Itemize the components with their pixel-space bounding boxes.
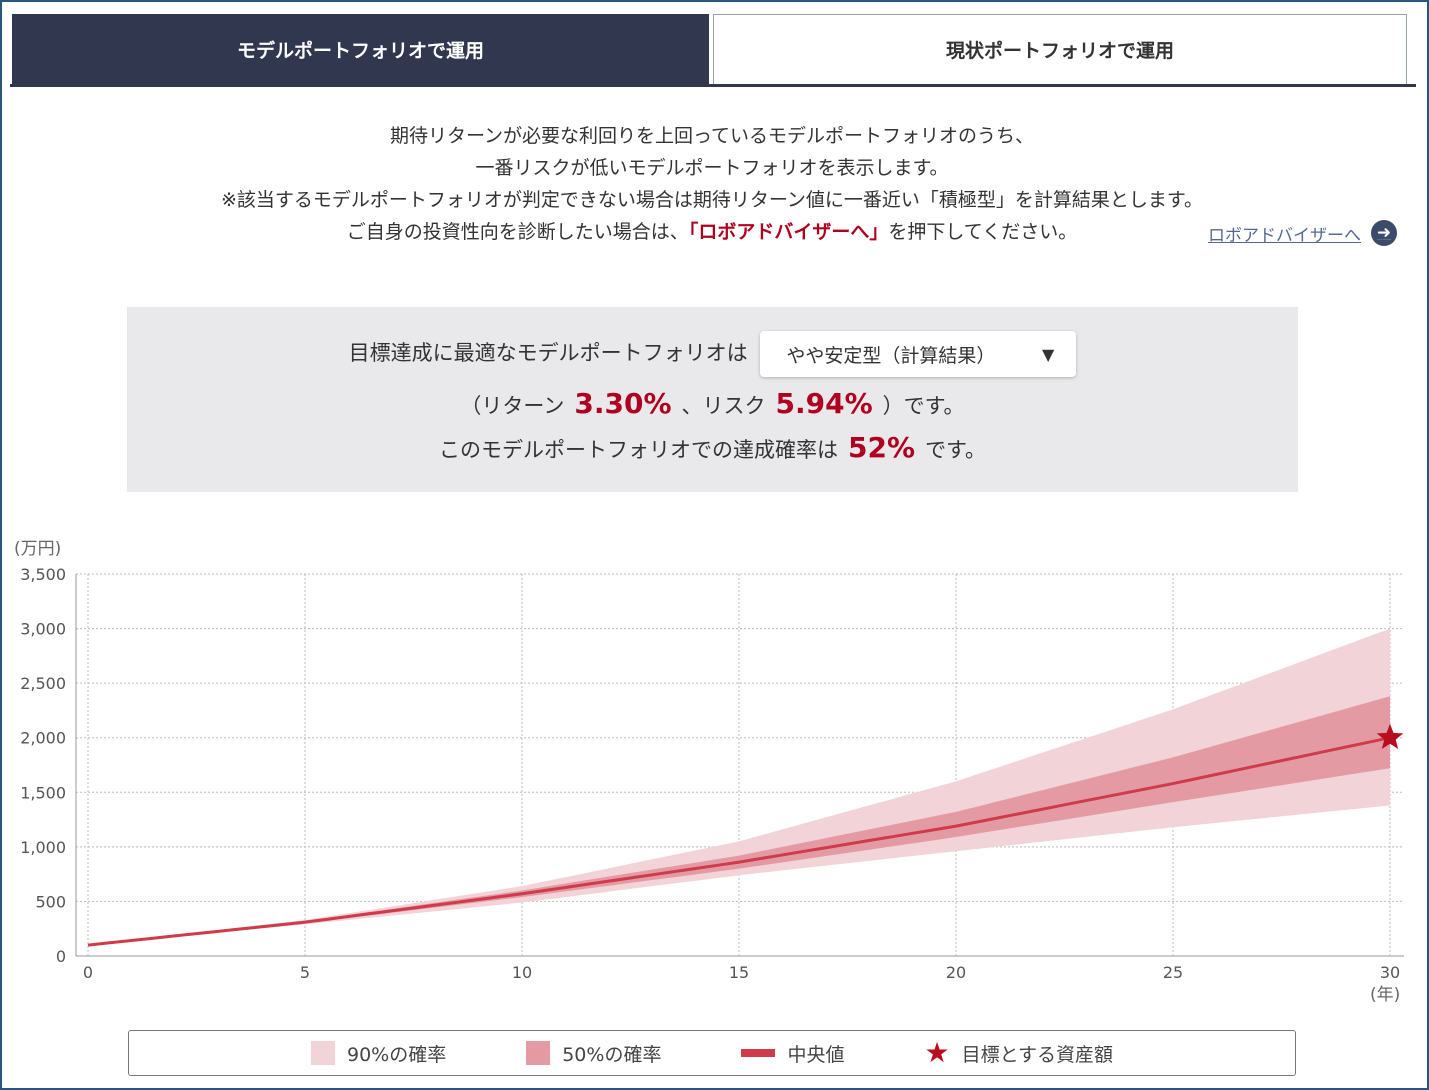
robo-advisor-mention: 「ロボアドバイザーへ」 (688, 221, 889, 243)
result-probability-line: このモデルポートフォリオでの達成確率は 52% です。 (127, 431, 1298, 464)
legend-item-median: 中央値 (741, 1040, 844, 1067)
y-tick-label: 3,500 (20, 565, 66, 584)
x-axis-unit: (年) (1370, 985, 1400, 1005)
description: 期待リターンが必要な利回りを上回っているモデルポートフォリオのうち、 一番リスク… (62, 120, 1362, 248)
x-tick-label: 30 (1380, 963, 1400, 982)
legend-label-target: 目標とする資産額 (961, 1043, 1114, 1066)
triangle-down-icon: ▼ (1042, 344, 1055, 364)
y-tick-label: 0 (56, 947, 66, 966)
legend-label-50: 50%の確率 (562, 1043, 662, 1066)
result-summary: 目標達成に最適なモデルポートフォリオは やや安定型（計算結果） ▼ （リターン 3… (127, 307, 1298, 492)
description-line4-post: を押下してください。 (888, 221, 1078, 243)
y-tick-label: 3,000 (20, 620, 66, 639)
description-line2: 一番リスクが低いモデルポートフォリオを表示します。 (475, 157, 949, 179)
legend-item-50: 50%の確率 (526, 1040, 661, 1067)
y-axis-unit: (万円) (14, 539, 61, 559)
description-line1: 期待リターンが必要な利回りを上回っているモデルポートフォリオのうち、 (389, 125, 1035, 147)
legend-swatch-90 (310, 1041, 335, 1065)
description-line4: ご自身の投資性向を診断したい場合は、「ロボアドバイザーへ」を押下してください。 (62, 216, 1362, 248)
target-star-marker (1376, 723, 1404, 749)
tab-underline (10, 84, 1416, 87)
result-return-risk-line: （リターン 3.30% 、リスク 5.94% ）です。 (127, 387, 1298, 420)
y-tick-label: 2,500 (20, 674, 66, 693)
x-tick-label: 15 (729, 963, 749, 982)
return-value: 3.30% (574, 387, 672, 420)
return-label: （リターン (460, 394, 565, 418)
legend-swatch-median (741, 1049, 776, 1057)
risk-label: 、リスク (681, 394, 766, 418)
description-line4-pre: ご自身の投資性向を診断したい場合は、 (346, 221, 689, 243)
x-tick-label: 0 (83, 963, 93, 982)
x-tick-label: 25 (1163, 963, 1183, 982)
robo-advisor-link-label[interactable]: ロボアドバイザーへ (1208, 225, 1361, 246)
legend-label-90: 90%の確率 (346, 1043, 447, 1066)
portfolio-select[interactable]: やや安定型（計算結果） ▼ (760, 331, 1077, 377)
result-label: 目標達成に最適なモデルポートフォリオは (348, 341, 748, 365)
arrow-right-circle-icon[interactable]: ➜ (1371, 220, 1397, 246)
probability-value: 52% (848, 431, 916, 464)
chart-legend: 90%の確率 50%の確率 中央値 ★ 目標とする資産額 (128, 1030, 1296, 1076)
legend-swatch-50 (526, 1041, 551, 1065)
robo-advisor-link[interactable]: ロボアドバイザーへ ➜ (1208, 220, 1397, 246)
y-tick-label: 2,000 (20, 729, 66, 748)
portfolio-select-value: やや安定型（計算結果） (786, 344, 996, 367)
description-line3: ※該当するモデルポートフォリオが判定できない場合は期待リターン値に一番近い「積極… (220, 189, 1204, 211)
chart-axes: 0 500 1,000 1,500 2,000 2,500 3,000 3,500 0 5 10 15… (20, 565, 1400, 982)
probability-label: このモデルポートフォリオでの達成確率は (439, 438, 839, 462)
risk-suffix: ）です。 (882, 394, 965, 418)
x-tick-label: 20 (946, 963, 966, 982)
median-line (87, 736, 1391, 947)
legend-item-90: 90%の確率 (310, 1040, 447, 1067)
tab-current-portfolio[interactable]: 現状ポートフォリオで運用 (713, 14, 1407, 84)
legend-item-target: ★ 目標とする資産額 (924, 1036, 1114, 1069)
x-tick-label: 10 (512, 963, 532, 982)
legend-label-median: 中央値 (787, 1043, 845, 1066)
chart-bands (87, 628, 1404, 947)
x-tick-label: 5 (300, 963, 310, 982)
y-tick-label: 1,000 (20, 838, 66, 857)
y-tick-label: 1,500 (20, 783, 66, 802)
risk-value: 5.94% (775, 387, 873, 420)
star-icon: ★ (924, 1036, 950, 1069)
y-tick-label: 500 (35, 892, 66, 911)
probability-suffix: です。 (925, 438, 986, 462)
result-portfolio-line: 目標達成に最適なモデルポートフォリオは やや安定型（計算結果） ▼ (127, 331, 1298, 377)
asset-projection-chart: (万円) (年) 0 500 1,000 1,500 2,000 2,500 3,000 3,… (14, 539, 1404, 1005)
tab-model-portfolio[interactable]: モデルポートフォリオで運用 (12, 14, 709, 84)
